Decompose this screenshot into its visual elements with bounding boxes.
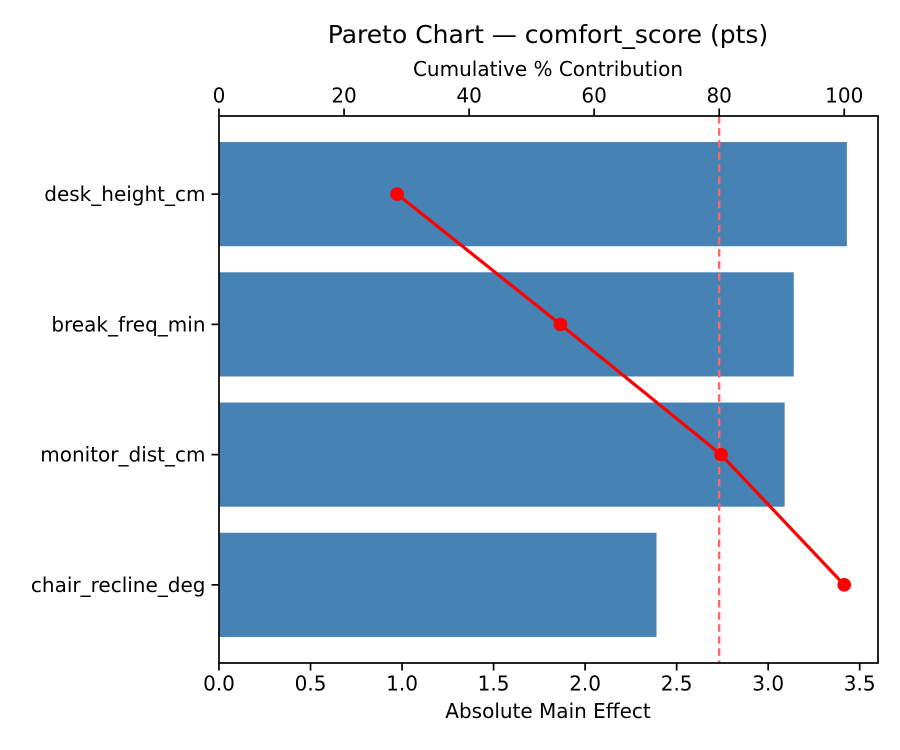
bar-desk_height_cm — [219, 142, 847, 247]
top-tick-label: 100 — [825, 84, 863, 108]
top-tick-label: 20 — [331, 84, 356, 108]
bar-break_freq_min — [219, 272, 794, 377]
y-tick-label-desk_height_cm: desk_height_cm — [44, 182, 205, 206]
cumulative-marker-monitor_dist_cm — [714, 447, 728, 462]
bottom-tick-label: 3.0 — [752, 672, 784, 696]
bottom-tick-label: 0.5 — [295, 672, 327, 696]
bottom-tick-label: 2.0 — [569, 672, 601, 696]
cumulative-line — [396, 192, 846, 586]
y-tick-label-chair_recline_deg: chair_recline_deg — [31, 573, 206, 597]
axes-layer: 0.0 0.5 1.0 1.5 2.0 2.5 3.0 3.5 0 20 40 60 80 100 desk… — [31, 84, 879, 696]
bar-monitor_dist_cm — [219, 402, 785, 507]
bottom-tick-label: 0.0 — [203, 672, 235, 696]
top-axis-label: Cumulative % Contribution — [413, 57, 683, 81]
y-tick-label-monitor_dist_cm: monitor_dist_cm — [40, 443, 205, 467]
top-tick-label: 0 — [213, 84, 226, 108]
y-tick-label-break_freq_min: break_freq_min — [51, 312, 205, 336]
bottom-tick-label: 1.0 — [386, 672, 418, 696]
top-tick-label: 80 — [706, 84, 731, 108]
bars-layer — [219, 142, 847, 637]
bottom-tick-label: 3.5 — [844, 672, 876, 696]
bottom-tick-label: 2.5 — [661, 672, 693, 696]
cumulative-marker-desk_height_cm — [390, 187, 404, 201]
cumulative-marker-chair_recline_deg — [837, 578, 852, 592]
cumulative-line-layer — [390, 187, 852, 592]
bar-chair_recline_deg — [219, 532, 657, 637]
chart-title: Pareto Chart — comfort_score (pts) — [328, 20, 768, 49]
top-tick-label: 40 — [456, 84, 481, 108]
bottom-axis-label: Absolute Main Effect — [445, 699, 651, 723]
cumulative-marker-break_freq_min — [553, 317, 568, 332]
top-tick-label: 60 — [581, 84, 606, 108]
plot-spines — [218, 115, 879, 664]
bottom-tick-label: 1.5 — [478, 672, 510, 696]
